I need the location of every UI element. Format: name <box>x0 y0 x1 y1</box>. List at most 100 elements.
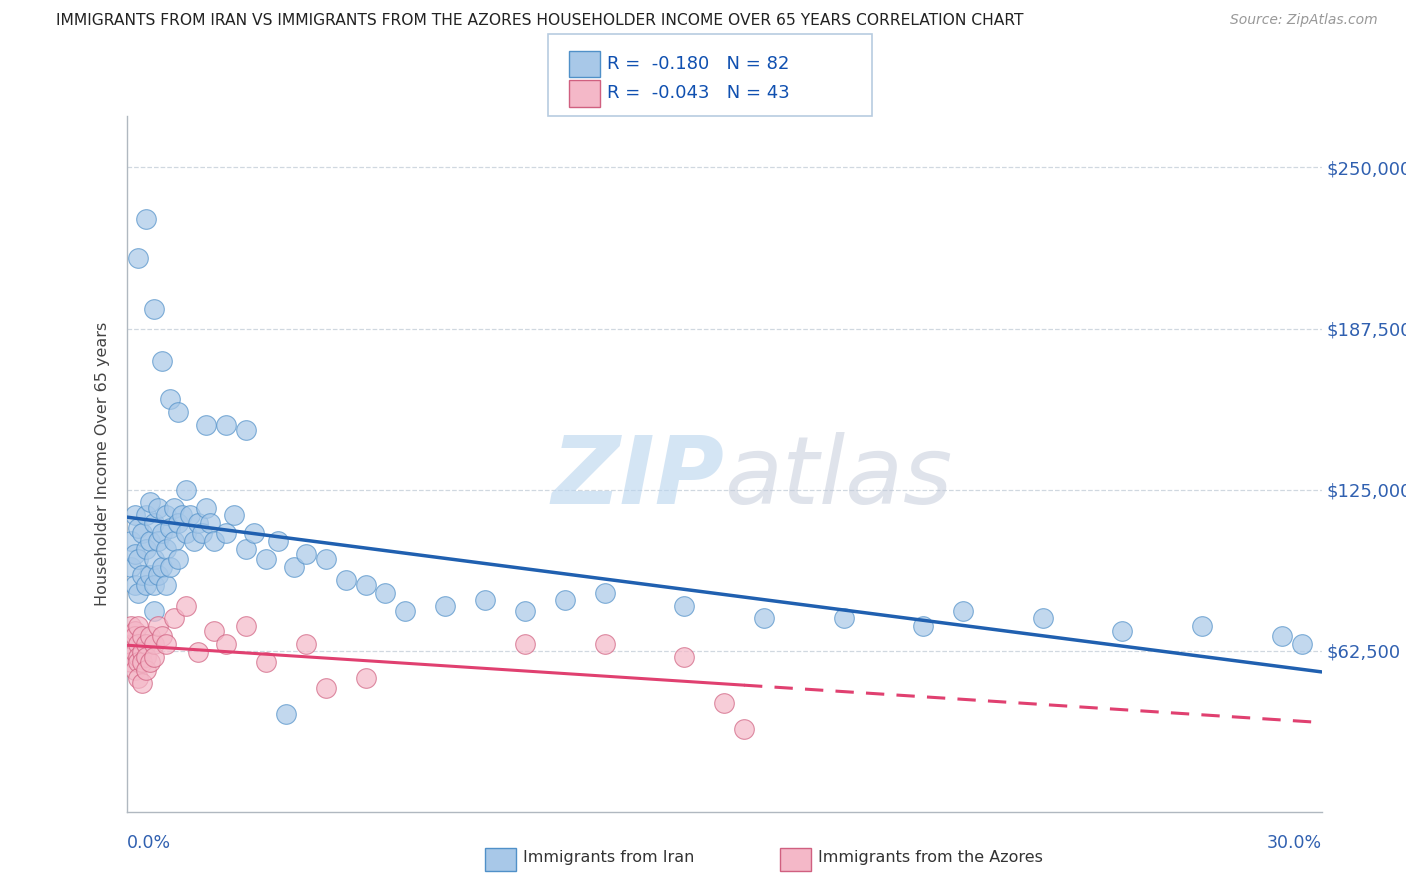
Point <box>150 526 174 541</box>
Text: R =  -0.043   N = 43: R = -0.043 N = 43 <box>607 84 790 103</box>
Point <box>124 624 146 639</box>
Point <box>150 630 174 644</box>
Point <box>222 508 246 523</box>
Point <box>215 637 238 651</box>
Point <box>752 611 775 625</box>
Point <box>155 541 177 556</box>
Point <box>150 353 174 368</box>
Point <box>174 526 197 541</box>
Point <box>294 547 316 561</box>
Point <box>195 500 218 515</box>
Point <box>124 630 146 644</box>
Text: R =  -0.180   N = 82: R = -0.180 N = 82 <box>607 55 790 73</box>
Point <box>135 663 157 677</box>
Point <box>1191 619 1213 633</box>
Point <box>127 637 149 651</box>
Point <box>143 650 166 665</box>
Point <box>394 604 416 618</box>
Point <box>163 611 186 625</box>
Point <box>283 560 305 574</box>
Point <box>155 578 177 592</box>
Point <box>673 599 696 613</box>
Point <box>713 697 735 711</box>
Point <box>315 552 337 566</box>
Point <box>127 650 149 665</box>
Point <box>127 251 149 265</box>
Point <box>143 604 166 618</box>
Point <box>1032 611 1054 625</box>
Point <box>131 630 153 644</box>
Point <box>912 619 935 633</box>
Point <box>131 655 153 669</box>
Point <box>1271 630 1294 644</box>
Point <box>120 655 142 669</box>
Point <box>120 560 142 574</box>
Text: Source: ZipAtlas.com: Source: ZipAtlas.com <box>1230 13 1378 28</box>
Point <box>1111 624 1133 639</box>
Text: ZIP: ZIP <box>551 432 724 524</box>
Point <box>593 637 616 651</box>
Point <box>148 567 170 582</box>
Point <box>139 567 162 582</box>
Point <box>243 526 266 541</box>
Point <box>148 534 170 549</box>
Point <box>163 534 186 549</box>
Point <box>131 567 153 582</box>
Point <box>200 516 222 530</box>
Text: 30.0%: 30.0% <box>1267 834 1322 852</box>
Point <box>143 552 166 566</box>
Point <box>202 534 225 549</box>
Point <box>135 541 157 556</box>
Y-axis label: Householder Income Over 65 years: Householder Income Over 65 years <box>94 322 110 606</box>
Text: atlas: atlas <box>724 433 952 524</box>
Point <box>143 302 166 317</box>
Point <box>124 663 146 677</box>
Point <box>124 645 146 659</box>
Point <box>120 637 142 651</box>
Point <box>120 534 142 549</box>
Point <box>124 547 146 561</box>
Point <box>832 611 855 625</box>
Point <box>267 534 290 549</box>
Point <box>254 655 277 669</box>
Point <box>127 521 149 535</box>
Point <box>335 573 357 587</box>
Point <box>235 541 257 556</box>
Point <box>131 676 153 690</box>
Point <box>202 624 225 639</box>
Point <box>124 508 146 523</box>
Point <box>191 526 214 541</box>
Point <box>167 516 190 530</box>
Point <box>148 500 170 515</box>
Point <box>131 645 153 659</box>
Point <box>127 671 149 685</box>
Point <box>174 483 197 497</box>
Point <box>127 552 149 566</box>
Point <box>254 552 277 566</box>
Point <box>135 212 157 227</box>
Point <box>952 604 974 618</box>
Point <box>155 508 177 523</box>
Point <box>187 645 209 659</box>
Point <box>354 671 377 685</box>
Point <box>139 495 162 509</box>
Point <box>593 585 616 599</box>
Point <box>143 516 166 530</box>
Text: 0.0%: 0.0% <box>127 834 170 852</box>
Point <box>127 655 149 669</box>
Point <box>183 534 205 549</box>
Point <box>167 552 190 566</box>
Text: IMMIGRANTS FROM IRAN VS IMMIGRANTS FROM THE AZORES HOUSEHOLDER INCOME OVER 65 YE: IMMIGRANTS FROM IRAN VS IMMIGRANTS FROM … <box>56 13 1024 29</box>
Point <box>167 405 190 419</box>
Point <box>135 650 157 665</box>
Point <box>513 604 536 618</box>
Point <box>135 508 157 523</box>
Point <box>127 619 149 633</box>
Text: Immigrants from the Azores: Immigrants from the Azores <box>818 850 1043 864</box>
Point <box>187 516 209 530</box>
Point <box>554 593 576 607</box>
Point <box>1291 637 1313 651</box>
Point <box>215 526 238 541</box>
Point <box>179 508 201 523</box>
Point <box>139 534 162 549</box>
